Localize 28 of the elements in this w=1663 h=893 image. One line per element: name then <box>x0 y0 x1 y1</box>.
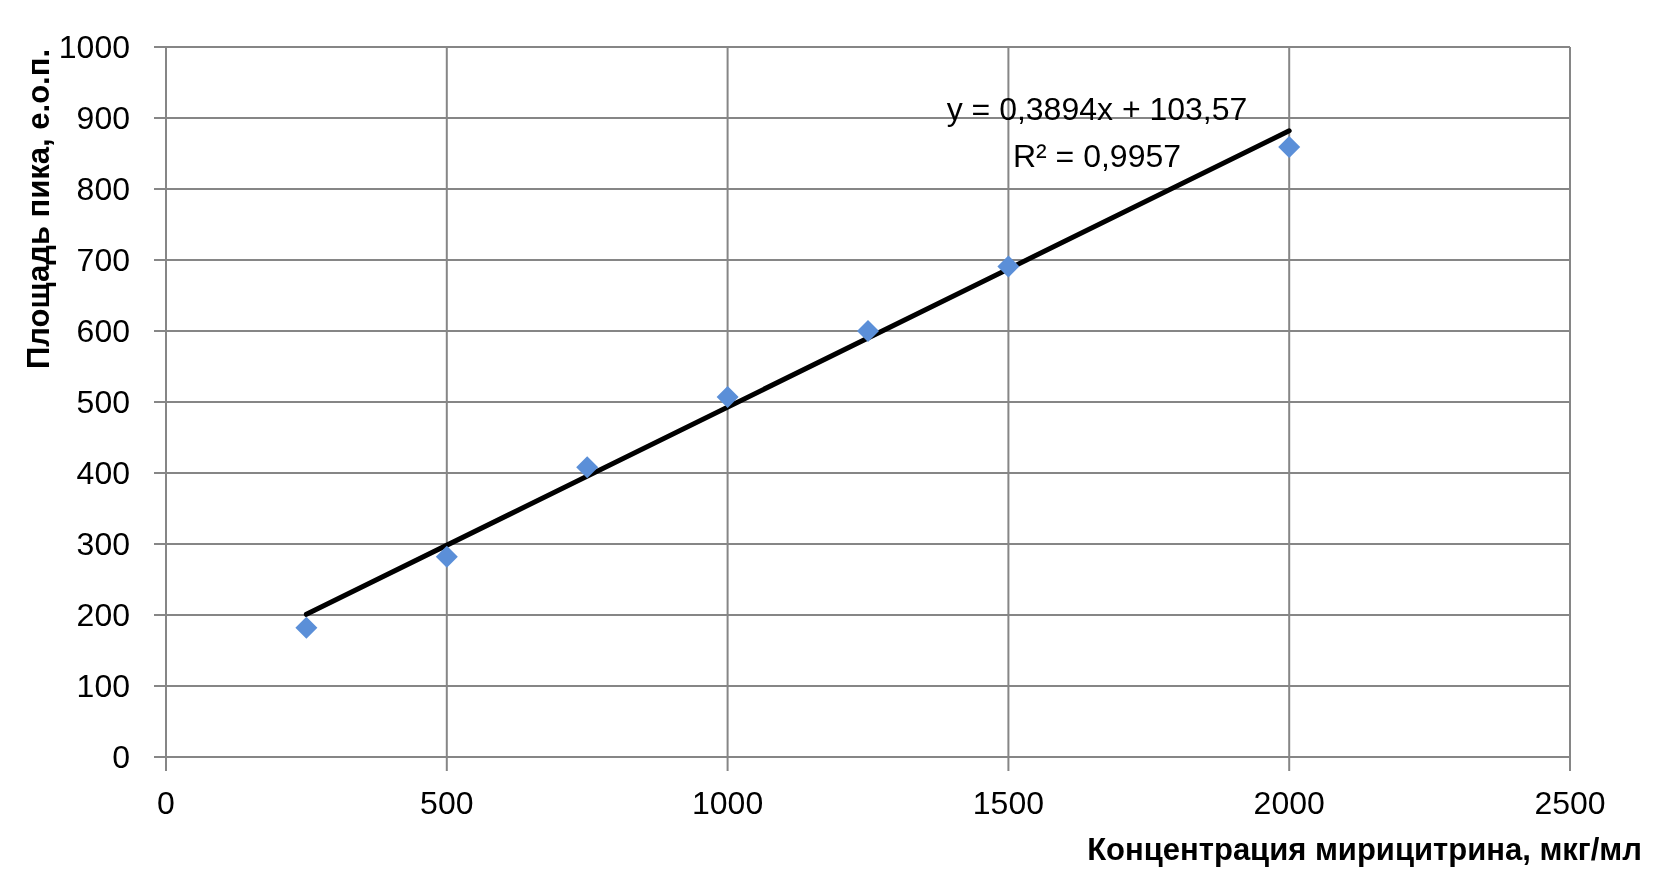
y-tick-label: 1000 <box>58 29 130 66</box>
y-tick-label: 800 <box>76 171 130 208</box>
point <box>857 320 879 342</box>
point <box>295 616 318 639</box>
y-tick-label: 400 <box>76 455 130 492</box>
y-tick-label: 0 <box>112 739 130 776</box>
x-tick-label: 500 <box>420 784 474 821</box>
x-tick-label: 0 <box>157 784 175 821</box>
x-axis-title: Концентрация мирицитрина, мкг/мл <box>1087 832 1642 868</box>
x-tick-label: 2500 <box>1534 784 1606 821</box>
point <box>1278 136 1301 159</box>
y-tick-label: 200 <box>76 597 130 634</box>
y-tick-label: 600 <box>76 313 130 350</box>
y-tick-label: 700 <box>76 242 130 279</box>
y-axis-title: Площадь пика, е.о.п. <box>21 48 57 370</box>
point <box>997 255 1020 278</box>
y-tick-label: 900 <box>76 100 130 137</box>
x-tick-label: 2000 <box>1253 784 1325 821</box>
y-tick-label: 100 <box>76 668 130 705</box>
point <box>435 545 458 568</box>
annotation: R² = 0,9957 <box>1012 137 1182 175</box>
annotation: y = 0,3894x + 103,57 <box>946 90 1248 128</box>
y-tick-label: 300 <box>76 526 130 563</box>
point <box>716 386 739 409</box>
point <box>576 456 599 479</box>
x-tick-label: 1000 <box>692 784 764 821</box>
y-tick-label: 500 <box>76 384 130 421</box>
x-tick-label: 1500 <box>972 784 1044 821</box>
